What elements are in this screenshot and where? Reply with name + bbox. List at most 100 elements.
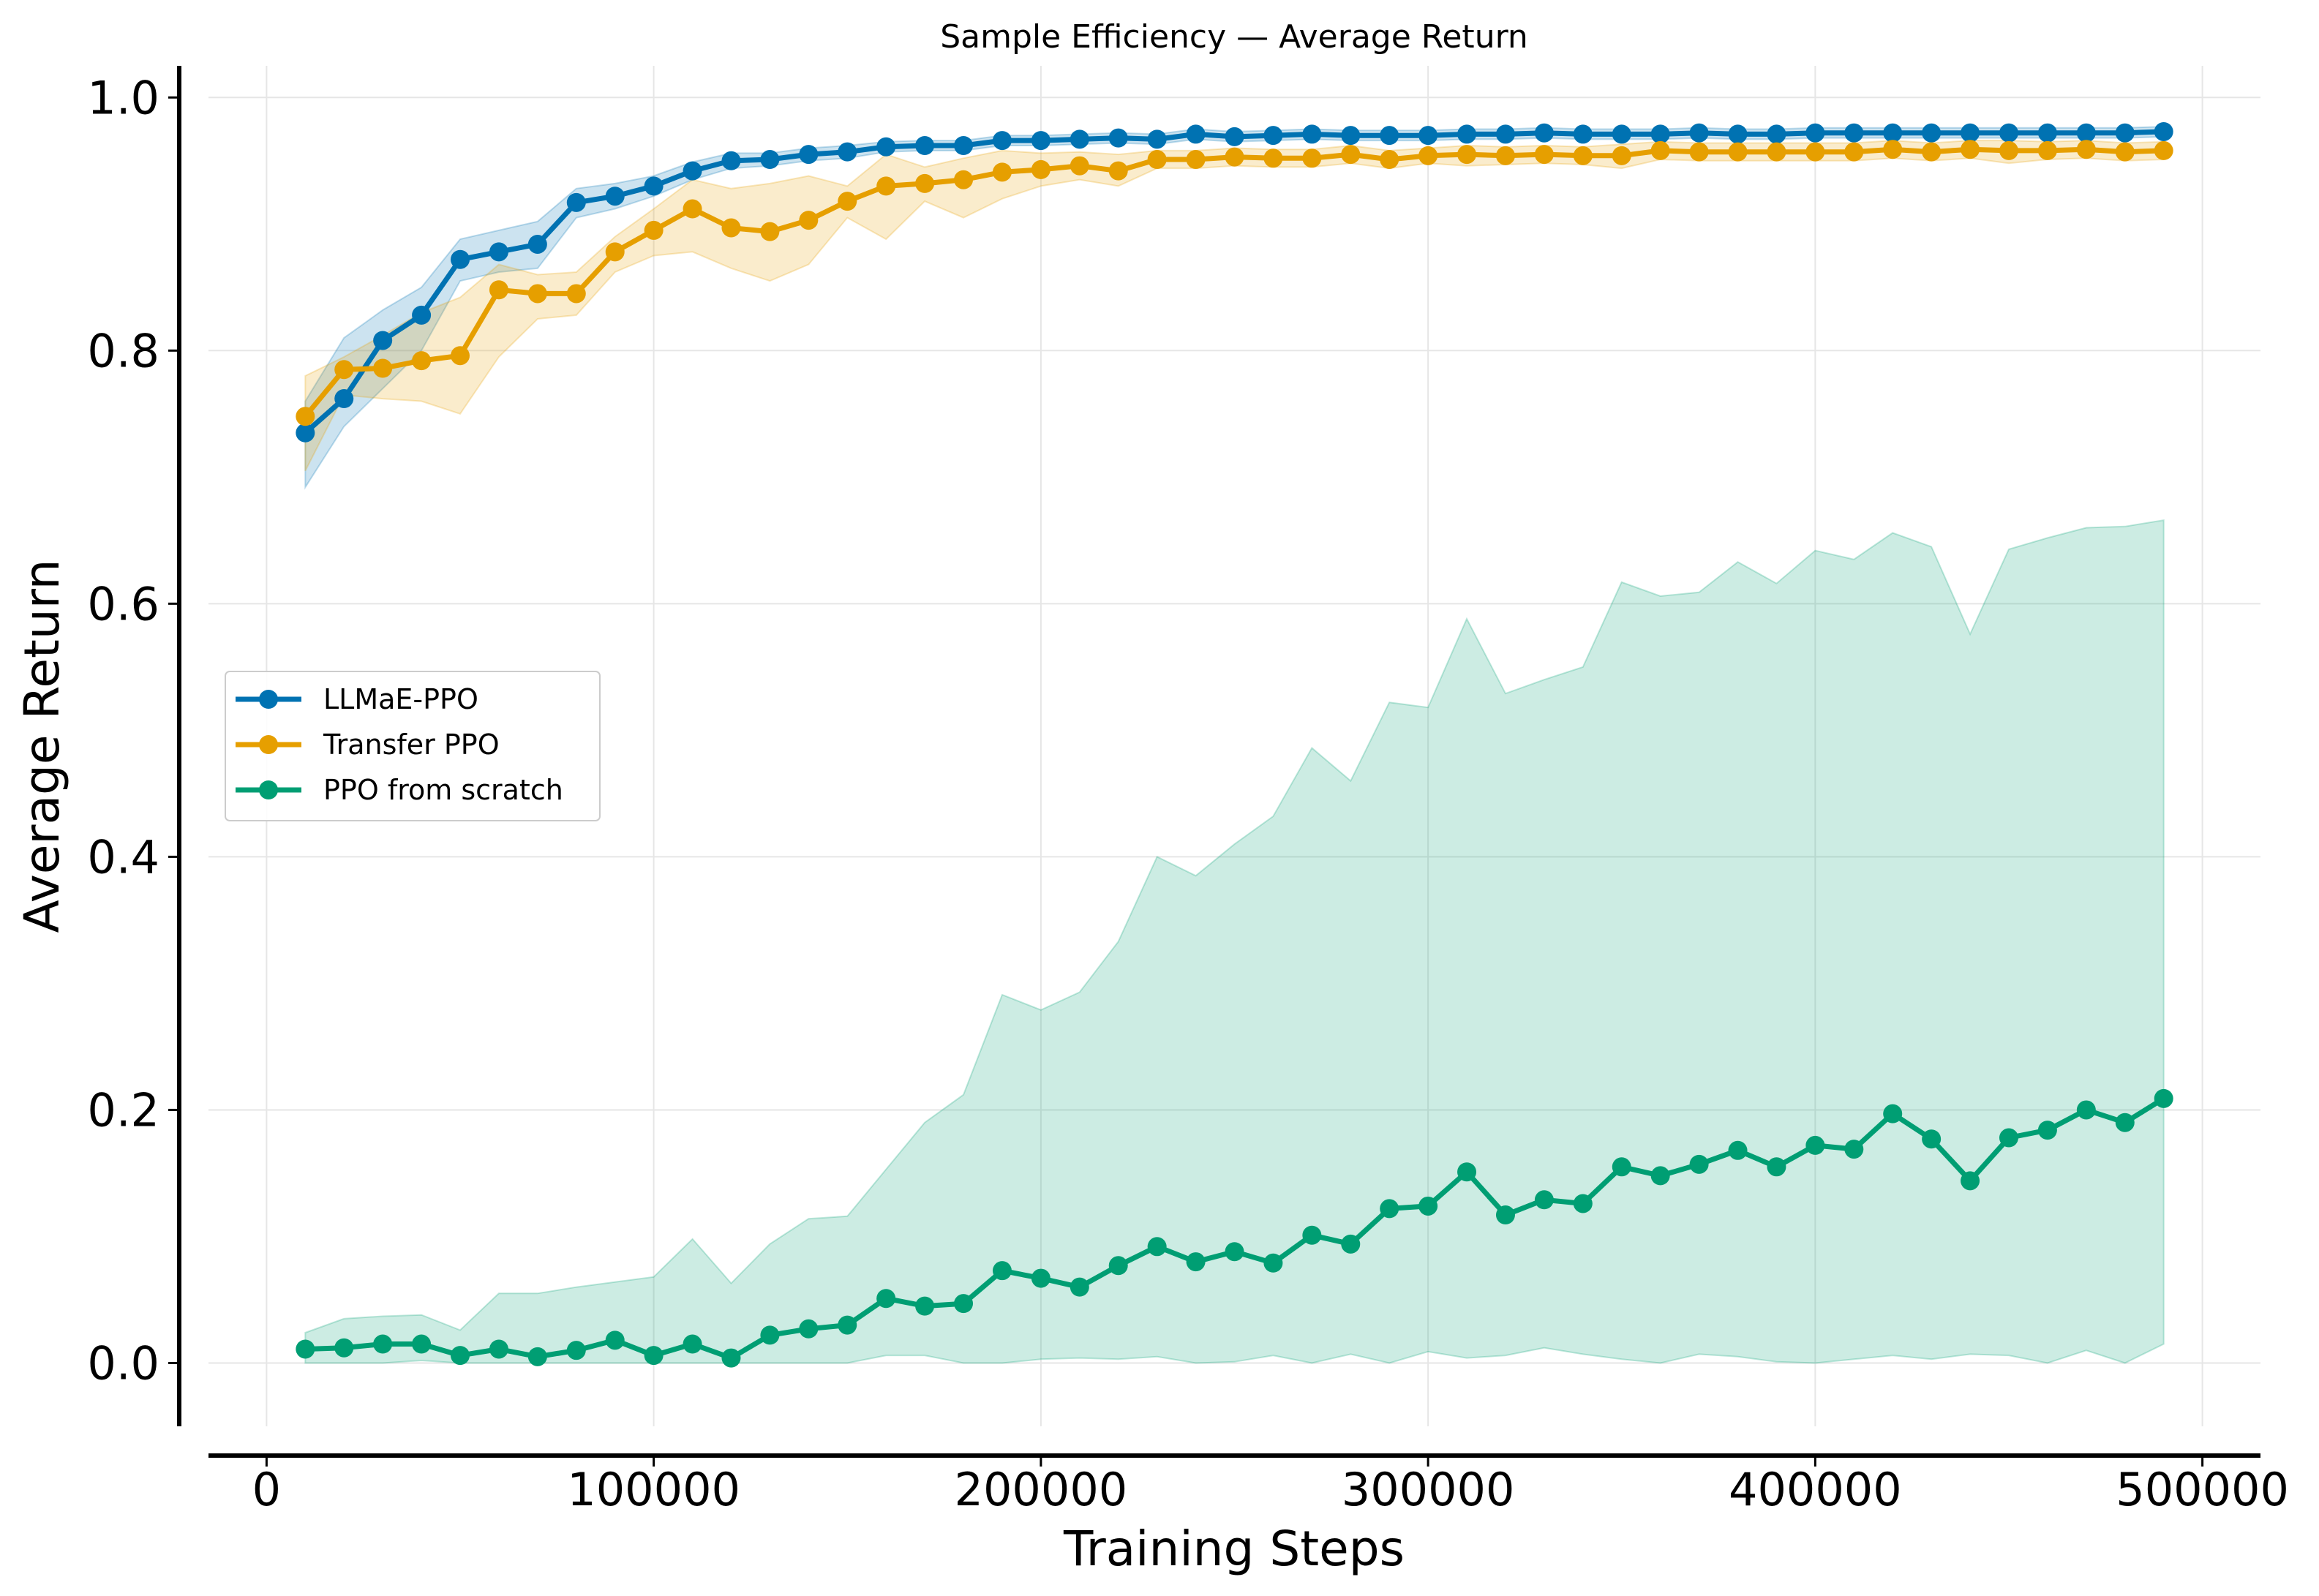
data-point: [1380, 1199, 1399, 1219]
data-point: [1070, 1277, 1089, 1297]
data-point: [412, 1334, 432, 1354]
data-point: [1689, 123, 1709, 143]
data-point: [1883, 1104, 1903, 1123]
y-tick-label: 1.0: [87, 71, 159, 124]
y-tick-label: 0.0: [87, 1336, 159, 1390]
data-point: [1225, 127, 1244, 146]
y-tick-label: 0.8: [87, 324, 159, 377]
data-point: [2076, 1100, 2096, 1120]
data-point: [1418, 146, 1438, 165]
data-point: [1534, 123, 1554, 143]
data-point: [412, 305, 432, 325]
data-point: [296, 423, 315, 443]
data-point: [1612, 146, 1631, 165]
data-point: [334, 360, 354, 380]
data-point: [489, 1339, 508, 1359]
data-point: [2037, 1121, 2057, 1140]
x-tick-label: 400000: [1729, 1463, 1902, 1516]
data-point: [605, 242, 625, 262]
data-point: [1302, 1225, 1322, 1245]
data-point: [1031, 1268, 1050, 1288]
data-point: [1650, 124, 1670, 144]
data-point: [2037, 123, 2057, 143]
x-tick-label: 200000: [955, 1463, 1128, 1516]
data-point: [1612, 124, 1631, 144]
data-point: [1070, 156, 1089, 176]
data-point: [992, 162, 1012, 182]
legend-swatch-marker: [259, 735, 278, 754]
legend-label: PPO from scratch: [323, 774, 563, 806]
data-point: [644, 220, 664, 240]
data-point: [1457, 145, 1477, 165]
data-point: [1302, 148, 1322, 168]
data-point: [915, 1296, 935, 1316]
data-point: [721, 151, 741, 170]
data-point: [683, 199, 702, 219]
legend-box: [225, 671, 601, 821]
data-point: [2154, 121, 2173, 141]
data-point: [1650, 1166, 1670, 1186]
grid: [208, 66, 2260, 1426]
data-point: [1922, 142, 1942, 162]
data-point: [527, 1347, 547, 1366]
data-point: [954, 170, 974, 189]
data-point: [1728, 142, 1748, 162]
chart-title: Sample Efficiency — Average Return: [940, 18, 1528, 56]
data-point: [1341, 145, 1361, 165]
data-point: [373, 331, 393, 350]
data-point: [1961, 123, 1980, 143]
data-point: [1380, 126, 1399, 146]
data-point: [1031, 131, 1050, 151]
data-point: [992, 131, 1012, 151]
data-point: [1999, 123, 2018, 143]
data-point: [1418, 126, 1438, 146]
data-point: [566, 192, 586, 212]
data-point: [2154, 1088, 2173, 1108]
data-point: [566, 284, 586, 304]
data-point: [451, 249, 470, 269]
data-point: [721, 1348, 741, 1368]
data-point: [838, 1315, 857, 1335]
data-point: [1186, 124, 1206, 144]
data-point: [1302, 124, 1322, 144]
axes: [168, 66, 2260, 1467]
data-point: [1495, 146, 1515, 165]
data-point: [1031, 159, 1050, 179]
data-point: [1495, 1205, 1515, 1225]
data-point: [566, 1341, 586, 1360]
data-point: [760, 1325, 780, 1345]
data-point: [373, 1334, 393, 1354]
data-point: [876, 137, 896, 157]
band-2: [304, 519, 2165, 1364]
data-point: [1844, 123, 1864, 143]
data-point: [1108, 161, 1128, 181]
data-point: [1573, 1194, 1593, 1213]
data-point: [489, 280, 508, 300]
data-point: [1767, 1157, 1786, 1177]
data-point: [1225, 1242, 1244, 1262]
data-point: [683, 1334, 702, 1354]
data-point: [1999, 140, 2018, 160]
y-axis-title: Average Return: [14, 559, 70, 933]
data-point: [527, 234, 547, 254]
data-point: [876, 176, 896, 196]
x-tick-label: 100000: [567, 1463, 740, 1516]
data-point: [1573, 124, 1593, 144]
data-point: [334, 1338, 354, 1358]
data-point: [1225, 147, 1244, 167]
data-point: [954, 136, 974, 156]
data-point: [1147, 1237, 1167, 1257]
data-point: [1534, 145, 1554, 165]
legend-swatch-marker: [259, 690, 278, 709]
legend-label: LLMaE-PPO: [323, 683, 478, 715]
data-point: [2154, 140, 2173, 160]
data-point: [799, 1319, 819, 1339]
data-point: [1263, 1253, 1283, 1273]
data-point: [605, 187, 625, 206]
data-point: [1728, 1140, 1748, 1160]
series-lines: [296, 121, 2173, 1368]
data-point: [1534, 1190, 1554, 1210]
data-point: [760, 222, 780, 241]
data-point: [1728, 124, 1748, 144]
